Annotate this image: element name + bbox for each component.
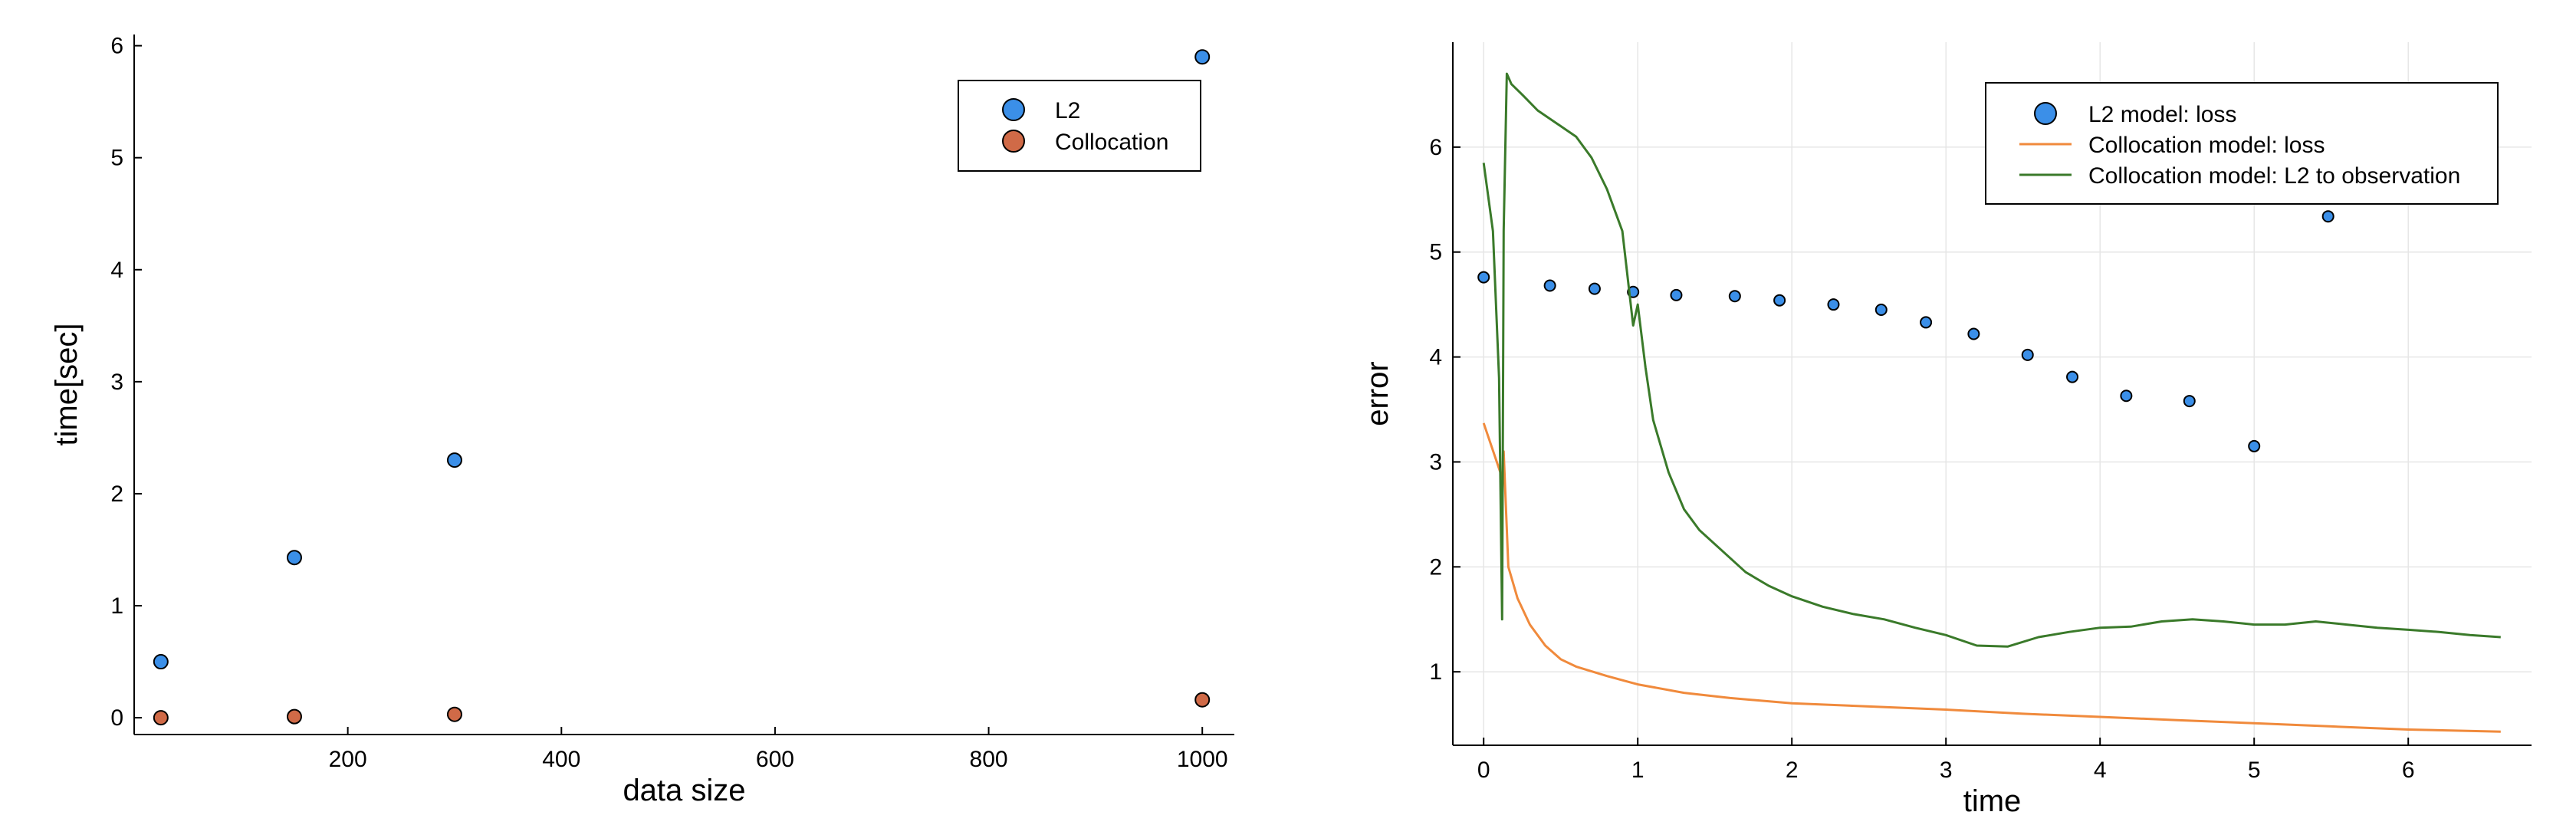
data-point [446, 706, 462, 722]
x-axis-label: data size [623, 774, 745, 807]
data-point [2183, 395, 2196, 408]
x-tick-label: 5 [2248, 758, 2261, 783]
legend-label: L2 [1055, 98, 1080, 123]
y-tick-label: 5 [110, 146, 123, 171]
data-point [1543, 279, 1556, 292]
y-tick-label: 3 [1429, 449, 1442, 475]
y-tick-label: 2 [110, 482, 123, 507]
data-point [286, 550, 302, 566]
x-tick-label: 800 [970, 747, 1008, 772]
legend-marker [2034, 102, 2057, 125]
legend-label: Collocation model: loss [2088, 133, 2325, 158]
series-line [1482, 72, 2501, 648]
x-tick-label: 400 [542, 747, 580, 772]
series-line [1482, 422, 2501, 733]
series-0 [153, 49, 1211, 670]
x-tick-label: 4 [2094, 758, 2107, 783]
data-point [1827, 298, 1840, 311]
y-tick-label: 5 [1429, 240, 1442, 265]
data-point [2248, 439, 2261, 452]
data-point [1967, 327, 1980, 340]
data-point [1588, 282, 1601, 295]
data-point [2120, 389, 2133, 403]
data-point [1773, 294, 1786, 307]
x-axis-label: time [1963, 784, 2022, 818]
data-point [2021, 348, 2034, 361]
y-tick-label: 4 [110, 258, 123, 283]
y-tick-label: 4 [1429, 345, 1442, 370]
x-tick-label: 600 [756, 747, 794, 772]
y-tick-label: 1 [110, 593, 123, 619]
chart-data-size-vs-time: 200 400 600 800 1000 0 1 2 3 4 5 6 data size time[sec… [50, 34, 1234, 807]
series-0 [1477, 210, 2334, 452]
x-tick-label: 6 [2402, 758, 2415, 783]
x-tick-label: 200 [329, 747, 367, 772]
y-tick-label: 1 [1429, 659, 1442, 685]
legend-label: L2 model: loss [2088, 102, 2236, 127]
y-tick-label: 6 [110, 34, 123, 59]
legend-marker [1002, 98, 1025, 121]
x-tick-label: 1000 [1177, 747, 1228, 772]
series-1 [1482, 422, 2501, 733]
series-1 [153, 692, 1211, 726]
legend-box [958, 80, 1201, 172]
legend: L2 model: loss Collocation model: loss Col… [1985, 82, 2499, 205]
y-tick-label: 2 [1429, 554, 1442, 580]
data-point [153, 654, 169, 670]
data-point [1920, 316, 1933, 329]
y-tick-label: 0 [110, 705, 123, 731]
y-tick-label: 6 [1429, 135, 1442, 160]
data-point [1194, 49, 1211, 65]
data-point [2066, 370, 2079, 383]
data-point [2321, 210, 2334, 223]
legend: L2 Collocation [958, 80, 1201, 172]
x-tick-label: 1 [1631, 758, 1644, 783]
legend-label: Collocation model: L2 to observation [2088, 163, 2460, 189]
data-point [446, 452, 462, 468]
x-tick-label: 3 [1940, 758, 1953, 783]
y-axis-label: error [1361, 361, 1395, 426]
data-point [1875, 304, 1888, 317]
data-point [1477, 271, 1490, 284]
x-tick-label: 2 [1786, 758, 1799, 783]
data-point [1670, 288, 1683, 301]
series-2 [1482, 72, 2501, 648]
data-point [153, 710, 169, 726]
legend-label: Collocation [1055, 130, 1168, 155]
y-tick-label: 3 [110, 370, 123, 395]
x-tick-label: 0 [1477, 758, 1490, 783]
legend-marker [1002, 130, 1025, 153]
y-axis-label: time[sec] [50, 323, 84, 445]
data-point [1194, 692, 1211, 708]
chart-time-vs-error: 0 1 2 3 4 5 6 1 2 3 4 5 6 time error L2 model: loss Coll… [1361, 42, 2532, 818]
data-point [1728, 290, 1741, 303]
data-point [286, 708, 302, 725]
